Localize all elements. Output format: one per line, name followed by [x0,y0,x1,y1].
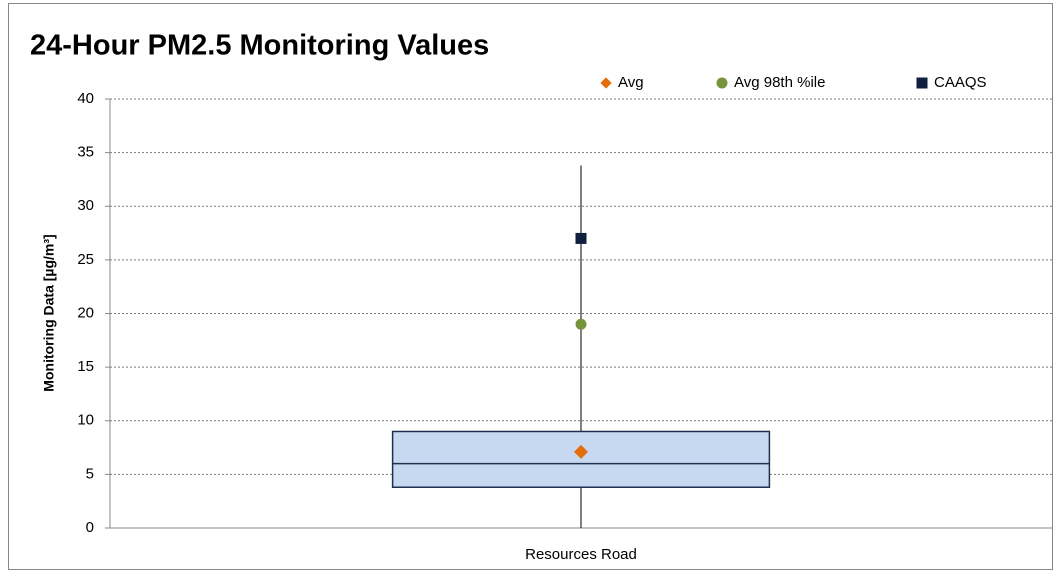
marker-circle [575,318,587,330]
marker-square [575,232,587,244]
legend-marker [716,77,728,89]
y-tick-label: 30 [77,197,94,214]
legend-label: Avg [618,74,644,91]
y-tick-label: 10 [77,412,94,429]
x-tick-label: Resources Road [525,546,637,563]
chart-title: 24-Hour PM2.5 Monitoring Values [30,30,489,62]
legend-label: CAAQS [934,74,987,91]
y-tick-label: 40 [77,90,94,107]
y-tick-label: 15 [77,358,94,375]
box [391,430,771,488]
y-tick-label: 5 [86,465,94,482]
legend-marker [916,77,928,89]
marker-diamond [574,444,588,459]
y-tick-label: 0 [86,519,94,536]
y-axis-label: Monitoring Data [µg/m³] [41,234,57,391]
y-tick-label: 20 [77,304,94,321]
y-tick-label: 25 [77,251,94,268]
legend-label: Avg 98th %ile [734,74,825,91]
y-tick-label: 35 [77,144,94,161]
